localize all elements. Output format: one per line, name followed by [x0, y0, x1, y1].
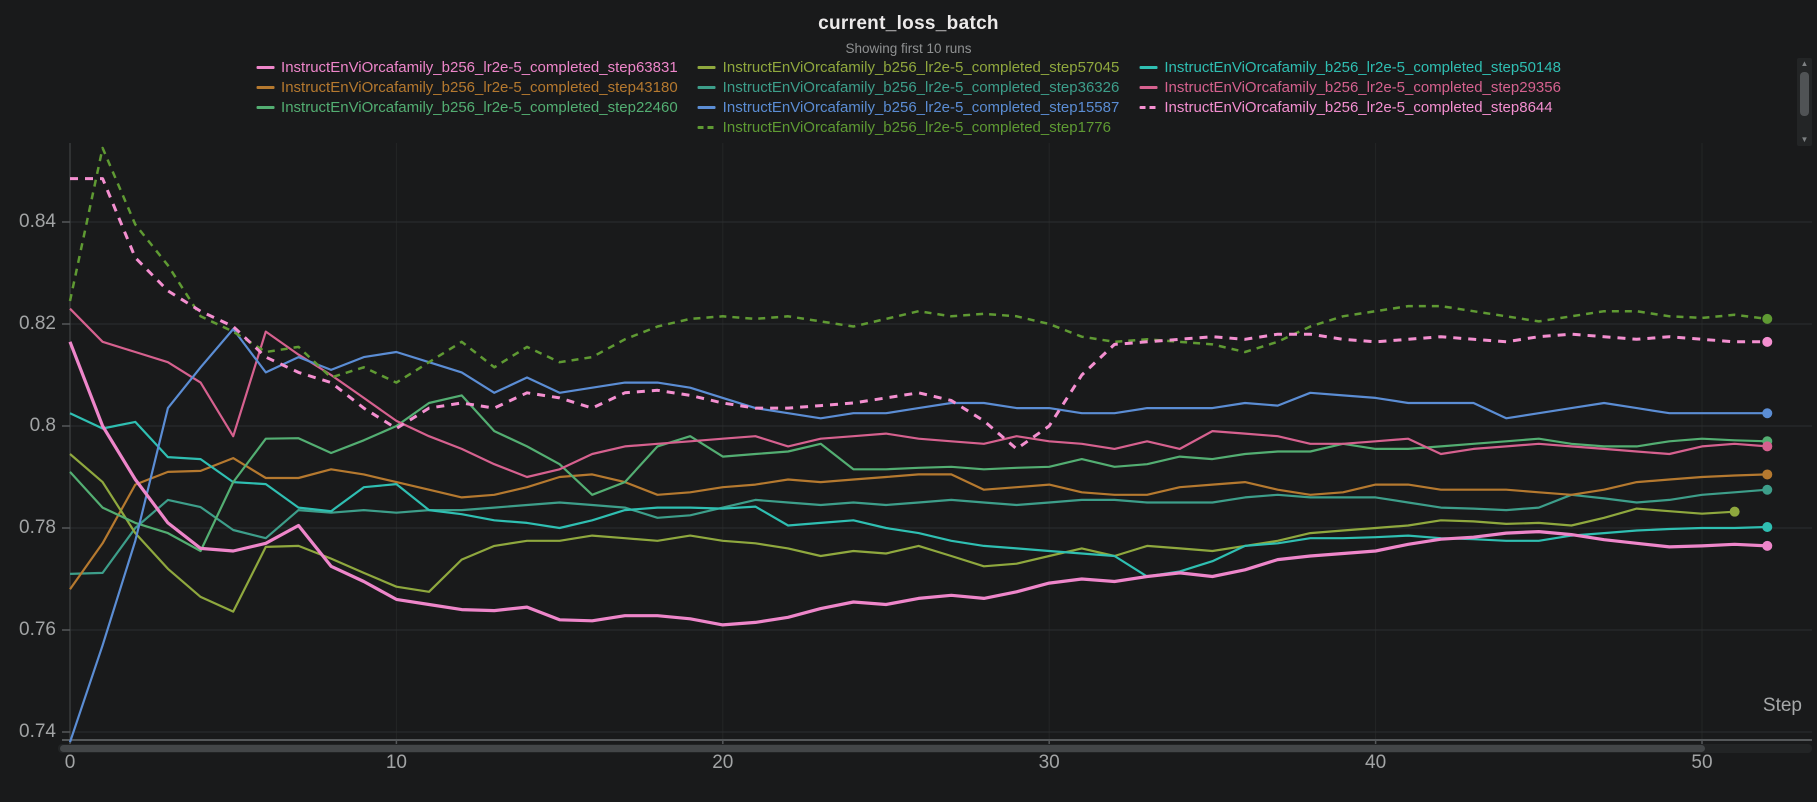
series-line[interactable] [69, 394, 1768, 553]
series-line[interactable] [69, 457, 1768, 590]
legend-run-name: InstructEnViOrcafamily_b256_lr2e-5_compl… [281, 98, 678, 116]
x-tick-label: 30 [1038, 752, 1060, 773]
legend-scrollbar-thumb[interactable] [1800, 72, 1809, 116]
horizontal-scrollbar[interactable] [58, 744, 1812, 753]
x-axis-title: Step [1762, 695, 1802, 716]
legend: InstructEnViOrcafamily_b256_lr2e-5_compl… [256, 57, 1561, 137]
series-end-dot[interactable] [1762, 336, 1773, 347]
series-line[interactable] [68, 341, 1768, 627]
line-swatch-icon [1139, 85, 1158, 89]
series-end-dot[interactable] [1762, 408, 1773, 419]
y-tick-label: 0.76 [19, 619, 56, 640]
series-end-dot[interactable] [1729, 506, 1740, 517]
x-tick-label: 40 [1365, 752, 1387, 773]
series-line[interactable] [69, 412, 1768, 578]
y-tick-label: 0.78 [19, 517, 56, 538]
series-line[interactable] [68, 328, 1768, 743]
x-tick-label: 0 [64, 752, 76, 773]
series-end-dot[interactable] [1762, 521, 1773, 532]
legend-run-name: InstructEnViOrcafamily_b256_lr2e-5_compl… [722, 78, 1120, 96]
y-tick-label: 0.82 [19, 313, 56, 334]
chart-title: current_loss_batch [818, 13, 999, 34]
legend-item[interactable]: InstructEnViOrcafamily_b256_lr2e-5_compl… [1139, 97, 1561, 117]
line-swatch-icon [697, 105, 716, 109]
line-swatch-icon [697, 65, 716, 69]
scroll-up-icon[interactable]: ▲ [1800, 59, 1809, 68]
y-tick-label: 0.74 [19, 721, 56, 742]
horizontal-scrollbar-thumb[interactable] [60, 745, 1705, 752]
line-swatch-icon [256, 105, 275, 109]
legend-run-name: InstructEnViOrcafamily_b256_lr2e-5_compl… [722, 98, 1120, 116]
legend-item[interactable]: InstructEnViOrcafamily_b256_lr2e-5_compl… [256, 97, 678, 117]
chart-subtitle: Showing first 10 runs [845, 41, 972, 56]
legend-run-name: InstructEnViOrcafamily_b256_lr2e-5_compl… [1164, 58, 1561, 76]
series-line[interactable] [70, 177, 1768, 451]
x-tick-label: 50 [1691, 752, 1713, 773]
series-line[interactable] [68, 146, 1768, 384]
line-swatch-icon [697, 85, 716, 89]
line-swatch-icon [256, 85, 275, 89]
series-line[interactable] [69, 488, 1768, 575]
legend-run-name: InstructEnViOrcafamily_b256_lr2e-5_compl… [281, 58, 678, 76]
legend-run-name: InstructEnViOrcafamily_b256_lr2e-5_compl… [1164, 98, 1553, 116]
dashed-line-swatch-icon [1139, 105, 1158, 109]
legend-run-name: InstructEnViOrcafamily_b256_lr2e-5_compl… [722, 58, 1120, 76]
legend-scrollbar[interactable]: ▲ ▼ [1797, 58, 1812, 146]
legend-item[interactable]: InstructEnViOrcafamily_b256_lr2e-5_compl… [697, 57, 1120, 77]
legend-item[interactable]: InstructEnViOrcafamily_b256_lr2e-5_compl… [697, 97, 1120, 117]
x-tick-label: 20 [712, 752, 734, 773]
legend-item[interactable]: InstructEnViOrcafamily_b256_lr2e-5_compl… [697, 77, 1120, 97]
legend-run-name: InstructEnViOrcafamily_b256_lr2e-5_compl… [1164, 78, 1561, 96]
series-end-dot[interactable] [1762, 441, 1773, 452]
legend-item[interactable]: InstructEnViOrcafamily_b256_lr2e-5_compl… [256, 57, 678, 77]
series-end-dot[interactable] [1762, 484, 1773, 495]
y-tick-label: 0.8 [29, 415, 56, 436]
legend-item[interactable]: InstructEnViOrcafamily_b256_lr2e-5_compl… [256, 77, 678, 97]
legend-item[interactable]: InstructEnViOrcafamily_b256_lr2e-5_compl… [697, 117, 1120, 137]
y-tick-label: 0.84 [19, 211, 56, 232]
legend-run-name: InstructEnViOrcafamily_b256_lr2e-5_compl… [281, 78, 678, 96]
x-tick-label: 10 [385, 752, 407, 773]
dashed-line-swatch-icon [697, 125, 716, 129]
series-end-dot[interactable] [1762, 313, 1773, 324]
series-end-dot[interactable] [1762, 540, 1773, 551]
scroll-down-icon[interactable]: ▼ [1800, 135, 1809, 144]
line-swatch-icon [256, 65, 275, 69]
series-line[interactable] [69, 453, 1735, 613]
legend-item[interactable]: InstructEnViOrcafamily_b256_lr2e-5_compl… [1139, 57, 1561, 77]
legend-item[interactable]: InstructEnViOrcafamily_b256_lr2e-5_compl… [1139, 77, 1561, 97]
series-line[interactable] [69, 307, 1768, 479]
legend-run-name: InstructEnViOrcafamily_b256_lr2e-5_compl… [722, 118, 1111, 136]
series-end-dot[interactable] [1762, 469, 1773, 480]
line-swatch-icon [1139, 65, 1158, 69]
